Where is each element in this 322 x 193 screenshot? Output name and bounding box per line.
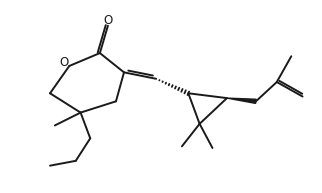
Text: O: O — [59, 56, 68, 69]
Polygon shape — [227, 98, 256, 103]
Text: O: O — [103, 14, 113, 27]
